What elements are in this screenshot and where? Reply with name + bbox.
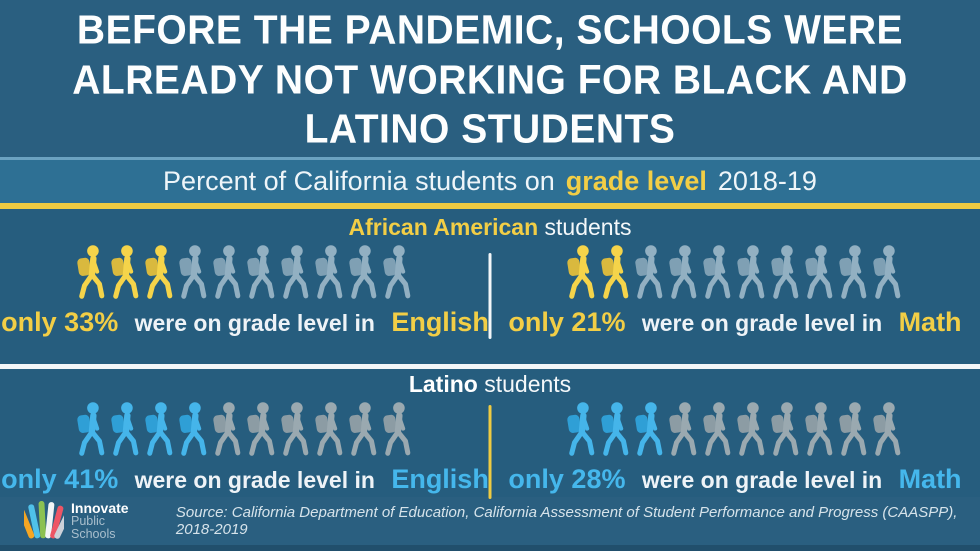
student-icon [281,245,309,299]
student-icon-row [565,401,905,457]
bottom-strip [0,545,980,551]
page-title: BEFORE THE PANDEMIC, SCHOOLS WERE ALREAD… [0,0,980,157]
student-icon [601,245,629,299]
student-icon [315,402,343,456]
stat-percent: only 21% [508,307,626,337]
innovate-logo-text: Innovate Public Schools [71,499,148,542]
student-icon [771,402,799,456]
section-heading: African American students [0,214,980,241]
student-icon [805,402,833,456]
title-line-3: LATINO STUDENTS [304,107,676,153]
subtitle-highlight: grade level [565,166,707,196]
student-icon [77,245,105,299]
section-content: only 33% were on grade level in English … [0,241,980,338]
innovate-logo-icon [24,498,64,544]
logo-subtitle: Public Schools [71,514,116,542]
student-icon [703,402,731,456]
panel-math: only 28% were on grade level in Math [490,398,980,495]
stat-line: only 21% were on grade level in Math [508,307,961,338]
student-icon-row [75,401,415,457]
subtitle-bar: Percent of California students on grade … [0,157,980,203]
student-icon [145,402,173,456]
panel-english: only 41% were on grade level in English [0,398,490,495]
section-heading-group: African American [348,214,539,240]
title-line-1: BEFORE THE PANDEMIC, SCHOOLS WERE [76,8,904,54]
student-icon [383,245,411,299]
footer: Innovate Public Schools Source: Californ… [0,497,980,545]
section-heading-rest: students [544,214,632,240]
student-icon [635,402,663,456]
section-content: only 41% were on grade level in English … [0,398,980,495]
section-latino: Latino students only 41% were on grade l… [0,369,980,499]
student-icon [111,245,139,299]
stat-percent: only 41% [1,464,119,494]
stat-line: only 28% were on grade level in Math [508,464,961,495]
student-icon [383,402,411,456]
section-african-american: African American students only 33% were … [0,209,980,364]
stat-line: only 33% were on grade level in English [1,307,489,338]
panel-english: only 33% were on grade level in English [0,241,490,338]
student-icon [873,245,901,299]
student-icon [179,245,207,299]
student-icon [315,245,343,299]
white-separator-band [0,364,980,369]
student-icon-row [565,244,905,300]
student-icon [145,245,173,299]
student-icon [669,245,697,299]
student-icon [737,245,765,299]
panel-divider [488,253,492,339]
student-icon [635,245,663,299]
subtitle-year: 2018-19 [717,166,817,196]
student-icon [805,245,833,299]
student-icon [247,402,275,456]
section-heading-rest: students [484,371,572,397]
stat-subject: Math [898,307,962,337]
gold-divider-rule [0,203,980,209]
stat-subject: English [391,464,489,494]
student-icon [601,402,629,456]
student-icon [567,245,595,299]
title-line-2: ALREADY NOT WORKING FOR BLACK AND [72,57,908,103]
stat-subject: Math [898,464,962,494]
student-icon [111,402,139,456]
section-heading-group: Latino [408,371,478,397]
panel-divider [488,405,492,499]
student-icon [213,245,241,299]
stat-middle-text: were on grade level in [134,467,375,493]
panel-math: only 21% were on grade level in Math [490,241,980,338]
student-icon [567,402,595,456]
student-icon [349,245,377,299]
student-icon [213,402,241,456]
student-icon [77,402,105,456]
stat-percent: only 33% [1,307,119,337]
student-icon [839,245,867,299]
source-citation: Source: California Department of Educati… [175,504,958,538]
student-icon [179,402,207,456]
student-icon [839,402,867,456]
student-icon [771,245,799,299]
stat-line: only 41% were on grade level in English [1,464,489,495]
student-icon [669,402,697,456]
student-icon [247,245,275,299]
section-heading: Latino students [0,371,980,398]
stat-percent: only 28% [508,464,626,494]
stat-middle-text: were on grade level in [641,310,883,336]
student-icon [737,402,765,456]
stat-subject: English [391,307,489,337]
stat-middle-text: were on grade level in [641,467,883,493]
student-icon [281,402,309,456]
student-icon [873,402,901,456]
student-icon-row [75,244,415,300]
student-icon [703,245,731,299]
logo-name: Innovate [71,499,129,516]
subtitle-prefix: Percent of California students on [163,166,555,196]
student-icon [349,402,377,456]
stat-middle-text: were on grade level in [134,310,375,336]
